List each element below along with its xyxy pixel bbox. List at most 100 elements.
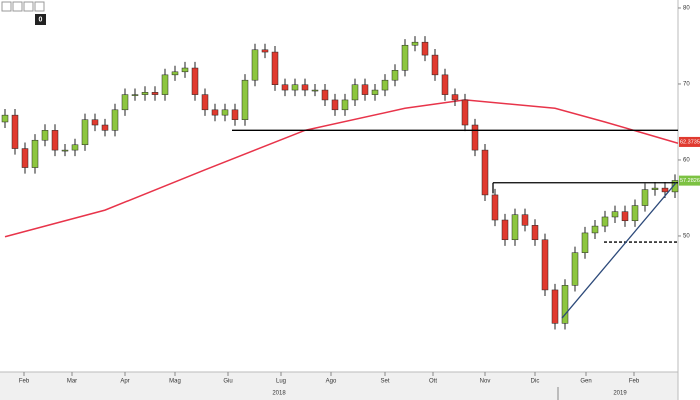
candle: [121, 88, 129, 116]
price-badge: [679, 175, 700, 186]
candle: [571, 246, 579, 292]
candle: [501, 213, 509, 246]
candle-body: [531, 225, 539, 241]
candle: [241, 74, 249, 126]
candle-body: [571, 252, 579, 286]
candle: [521, 208, 529, 232]
candle: [451, 88, 459, 107]
candle-body: [171, 71, 179, 76]
x-tick-label: Feb: [629, 379, 640, 385]
x-tick-label: Ago: [326, 379, 337, 385]
candle-body: [551, 289, 559, 324]
tool-icon[interactable]: [1, 1, 12, 12]
candle: [231, 103, 239, 126]
candle: [651, 182, 659, 196]
candle-body: [421, 41, 429, 56]
candle: [171, 65, 179, 81]
candle-body: [301, 84, 309, 91]
candle: [421, 36, 429, 62]
candle: [1, 109, 9, 129]
candle: [301, 78, 309, 97]
x-tick-label: Nov: [480, 379, 491, 385]
candle: [111, 103, 119, 137]
candle-body: [381, 79, 389, 91]
candle-body: [291, 84, 299, 91]
candle-body: [621, 211, 629, 222]
candle-body: [481, 149, 489, 196]
candle: [531, 219, 539, 246]
candle-body: [371, 89, 379, 95]
x-tick-label: Set: [380, 379, 389, 385]
moving-average: [4, 99, 679, 238]
candle: [381, 74, 389, 97]
price-badge: [679, 136, 700, 147]
candle-body: [231, 109, 239, 120]
candle-body: [591, 225, 599, 234]
candle: [491, 188, 499, 227]
candle-body: [521, 214, 529, 226]
candle: [581, 226, 589, 259]
candle-body: [391, 70, 399, 81]
candle-body: [431, 54, 439, 76]
candle: [61, 144, 69, 157]
candle: [391, 64, 399, 87]
x-tick-label: Gen: [580, 379, 591, 385]
y-tick-label: 50: [683, 234, 690, 240]
badge-box: [35, 14, 46, 25]
candle-body: [461, 99, 469, 126]
candle-body: [561, 285, 569, 324]
candle: [71, 138, 79, 157]
candle: [551, 283, 559, 330]
candle: [351, 78, 359, 107]
candle: [461, 93, 469, 132]
candle: [371, 83, 379, 101]
tool-icon[interactable]: [23, 1, 34, 12]
candle: [281, 78, 289, 97]
candle-body: [111, 109, 119, 131]
candle-body: [491, 194, 499, 221]
candle-body: [1, 114, 9, 123]
price-label: 57.2826: [680, 178, 700, 184]
candle-body: [361, 84, 369, 95]
tool-icon[interactable]: [34, 1, 45, 12]
x-tick-label: Lug: [276, 379, 286, 385]
candle: [311, 83, 319, 97]
candle-body: [151, 92, 159, 95]
candle: [361, 78, 369, 101]
candle-body: [541, 239, 549, 291]
candle: [101, 118, 109, 137]
candle: [131, 88, 139, 101]
candle: [481, 144, 489, 202]
candle-body: [311, 89, 319, 92]
candle: [471, 118, 479, 157]
candle: [591, 220, 599, 240]
candle-body: [501, 219, 509, 241]
candle-body: [81, 119, 89, 146]
candle: [81, 113, 89, 151]
candle-body: [641, 189, 649, 206]
x-tick-label: Feb: [19, 379, 30, 385]
candle: [291, 78, 299, 97]
x-tick-label: Dic: [531, 379, 540, 385]
candle: [561, 279, 569, 330]
candle-body: [601, 216, 609, 227]
x-tick-label: Giu: [223, 379, 232, 385]
candle-body: [401, 44, 409, 71]
candle: [441, 68, 449, 101]
candle-body: [11, 114, 19, 149]
tool-icon[interactable]: [12, 1, 23, 12]
candle-body: [611, 211, 619, 218]
candle-body: [631, 205, 639, 222]
candle: [631, 199, 639, 227]
candle: [21, 142, 29, 174]
candle-body: [221, 109, 229, 116]
drawn-line: [561, 182, 677, 319]
year-label: 2019: [613, 391, 627, 397]
candle: [151, 86, 159, 101]
candle-body: [341, 99, 349, 111]
candle: [411, 36, 419, 52]
candle: [331, 93, 339, 116]
